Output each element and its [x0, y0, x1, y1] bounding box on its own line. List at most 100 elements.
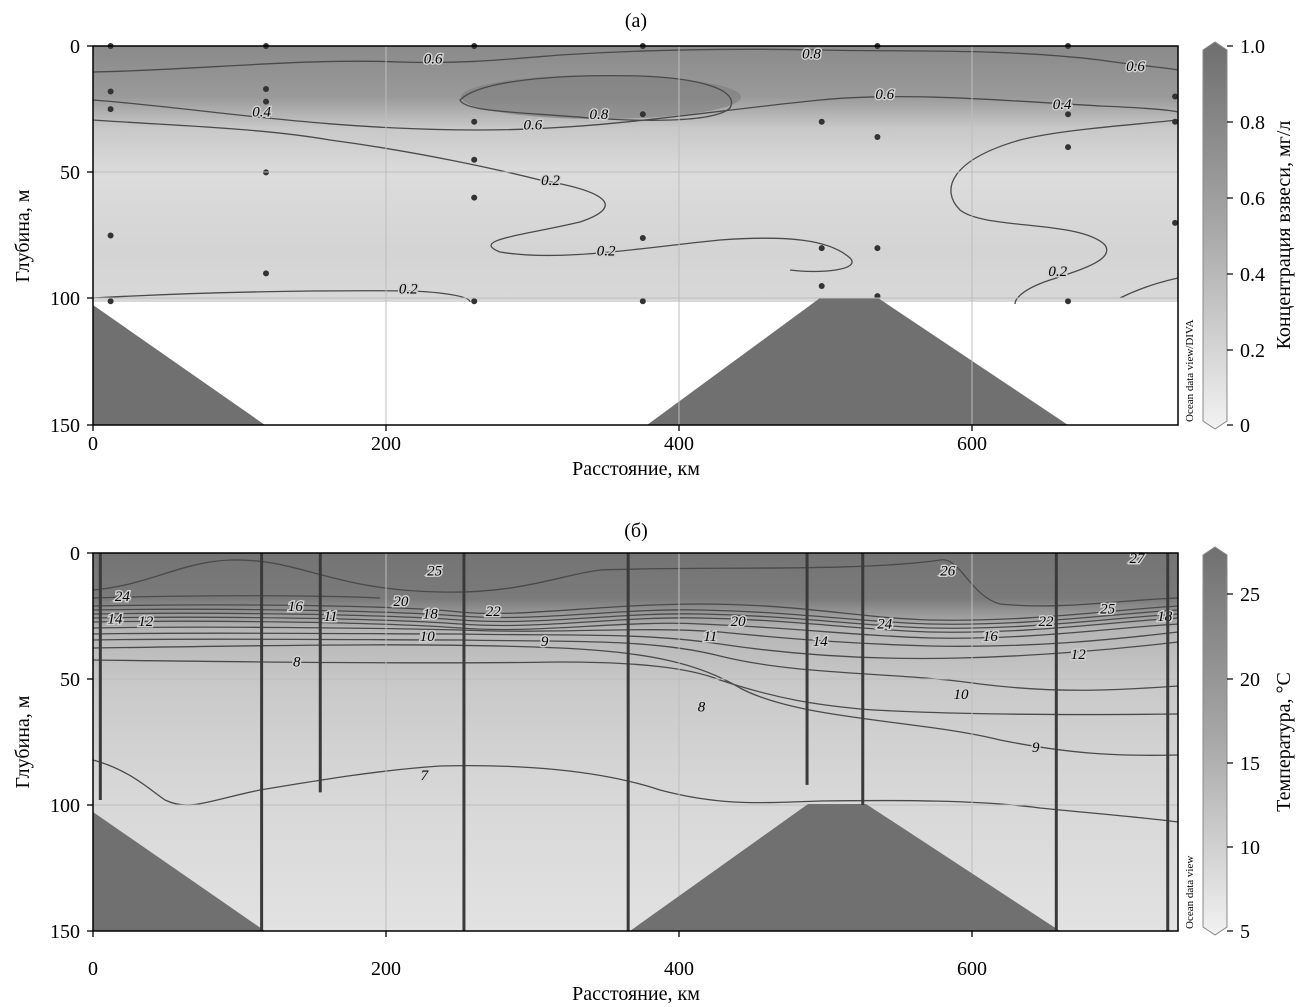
panel-b-contour-label: 18 [1157, 609, 1173, 625]
panel-b-colorbar-tick: 15 [1240, 753, 1260, 775]
panel-a-sample-point [263, 98, 270, 105]
panel-b-colorbar-tick: 10 [1240, 837, 1260, 859]
panel-b-field [93, 553, 1178, 931]
panel-b-contour-label: 9 [541, 634, 549, 650]
panel-b-frame [92, 552, 1179, 932]
panel-b-contour-label: 18 [423, 606, 439, 622]
panel-b-watermark: Ocean data view [1184, 856, 1196, 929]
panel-a-contour-label: 0.4 [1053, 97, 1072, 113]
panel-b-contour-label: 27 [1129, 551, 1146, 567]
panel-a-y-tick-labels: 0 50 100 150 [50, 36, 80, 437]
panel-b-colorbar-bar [1202, 546, 1228, 936]
panel-a-x-tick-labels: 0 200 400 600 [88, 433, 987, 455]
panel-b-contour-label: 8 [698, 700, 706, 716]
panel-b-contour-label: 14 [813, 634, 829, 650]
panel-a-sample-point [639, 111, 646, 118]
panel-b-x-tick-label: 200 [371, 958, 401, 980]
panel-a-colorbar-tick: 0.6 [1240, 188, 1265, 210]
panel-a-sample-point [1172, 219, 1179, 226]
panel-b-contour-label: 20 [731, 614, 747, 630]
panel-b-contour-label: 22 [486, 604, 502, 620]
panel-a-colorbar-tick: 1.0 [1240, 36, 1265, 58]
panel-a-contour-label: 0.2 [399, 282, 418, 298]
panel-a-colorbar-tick: 0.4 [1240, 264, 1265, 286]
panel-a-high-core [461, 75, 741, 119]
panel-b-plot-area: 24 25 26 27 14 12 16 11 20 18 22 10 9 8 20 11 24 14 16 22 25… [92, 550, 1196, 932]
panel-a-x-tick-label: 400 [664, 433, 694, 455]
panel-b-contour-label: 16 [983, 629, 999, 645]
panel-a-seamount [647, 298, 1068, 425]
panel-b-grid [93, 553, 1178, 931]
panel-a-axis-ticks [87, 45, 973, 431]
panel-a-colorbar-tick: 0.8 [1240, 112, 1265, 134]
panel-a-y-tick-label: 150 [50, 415, 80, 437]
panel-a-sample-point [818, 283, 825, 290]
panel-a-x-tick-label: 200 [371, 433, 401, 455]
panel-a-sample-point [1065, 144, 1072, 151]
panel-b-bottom-left-slope [93, 812, 265, 931]
panel-a-plot-area: 0.6 0.8 0.6 0.4 0.6 0.8 0.6 0.4 0.2 0.2 0.2 0.2 Oce… [92, 43, 1196, 426]
panel-b-colorbar-tick: 25 [1240, 584, 1260, 606]
panel-b-contour-label: 7 [421, 768, 430, 784]
panel-a-colorbar-label: Концентрация взвеси, мг/л [1273, 121, 1295, 350]
panel-b-contour-label: 14 [107, 612, 123, 628]
panel-a-sample-point [107, 298, 114, 305]
panel-a-sample-point [263, 85, 270, 92]
panel-a-sample-point [263, 270, 270, 277]
panel-b-station-profiles [98, 553, 1170, 931]
panel-a-bottom-left-slope [93, 305, 265, 425]
panel-b-y-tick-label: 100 [50, 795, 80, 817]
panel-b-y-axis-label: Глубина, м [12, 695, 34, 788]
panel-a-sample-point [639, 235, 646, 242]
panel-a-sample-point [471, 156, 478, 163]
panel-b-contour-label: 12 [1071, 647, 1087, 663]
panel-b-y-tick-label: 150 [50, 921, 80, 943]
panel-b-x-tick-label: 400 [664, 958, 694, 980]
panel-a-label: (а) [625, 10, 647, 32]
panel-a-contours [92, 48, 1179, 305]
panel-b-contour-label: 22 [1039, 614, 1055, 630]
panel-b-x-tick-labels: 0 200 400 600 [88, 958, 987, 980]
panel-a-y-tick-label: 100 [50, 288, 80, 310]
panel-a-sample-point [1065, 111, 1072, 118]
panel-b-contour-label: 10 [954, 687, 970, 703]
panel-b-contour-label: 26 [940, 564, 956, 580]
panel-a-sample-point [471, 298, 478, 305]
panel-b-contour-label: 16 [288, 599, 304, 615]
panel-a-sample-point [471, 118, 478, 125]
panel-a-frame [92, 45, 1179, 426]
panel-a-sample-point [471, 194, 478, 201]
panel-a-contour-label: 0.6 [1126, 59, 1145, 75]
panel-a-contour-labels: 0.6 0.8 0.6 0.4 0.6 0.8 0.6 0.4 0.2 0.2 0.2 0.2 [251, 45, 1147, 299]
panel-a-contour-label: 0.2 [597, 244, 616, 260]
panel-a-y-axis-label: Глубина, м [12, 189, 34, 282]
panel-b-contour-label: 11 [324, 609, 338, 625]
panel-a-colorbar: 1.0 0.8 0.6 0.4 0.2 0 Концентрация взвес… [1202, 36, 1295, 437]
panel-a-contour-label: 0.8 [802, 47, 821, 63]
panel-a-sample-point [1172, 118, 1179, 125]
panel-a-colorbar-tick: 0 [1240, 415, 1250, 437]
panel-b-contour-label: 25 [427, 564, 443, 580]
panel-a-contour-label: 0.2 [1048, 264, 1067, 280]
panel-a-contour-label: 0.6 [875, 87, 894, 103]
panel-b-contour-label: 25 [1100, 601, 1116, 617]
panel-b-x-tick-label: 600 [957, 958, 987, 980]
panel-a-sample-point [107, 106, 114, 113]
panel-a-y-tick-label: 0 [70, 36, 80, 58]
panel-a-contour-label: 0.4 [252, 105, 271, 121]
panel-a-sample-point [1065, 298, 1072, 305]
panel-b-contour-labels: 24 25 26 27 14 12 16 11 20 18 22 10 9 8 20 11 24 14 16 22 25… [106, 550, 1174, 786]
panel-a-contour-label: 0.8 [589, 107, 608, 123]
panel-b-contour-label: 9 [1032, 740, 1040, 756]
panel-a-sample-point [1172, 93, 1179, 100]
panel-a-sample-points [107, 43, 1179, 305]
panel-a-y-tick-label: 50 [60, 162, 80, 184]
panel-a-grid [93, 46, 1178, 425]
panel-b-contour-label: 8 [293, 654, 301, 670]
panel-b-contour-label: 20 [393, 594, 409, 610]
panel-a-sample-point [818, 245, 825, 252]
panel-b-y-tick-label: 50 [60, 669, 80, 691]
panel-a-sample-point [107, 232, 114, 239]
panel-a-sample-point [107, 88, 114, 95]
